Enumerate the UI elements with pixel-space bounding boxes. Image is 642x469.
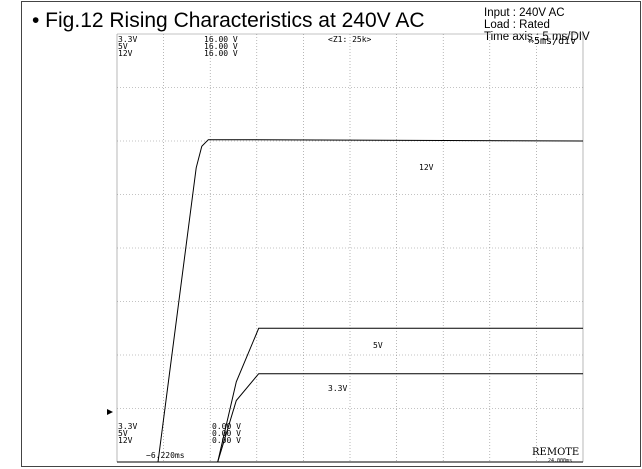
- chart-traces: [117, 139, 584, 463]
- remote-indicator: REMOTE: [532, 447, 579, 458]
- trace-label-5v: 5V: [373, 341, 383, 350]
- trace-12v-line: [117, 139, 584, 463]
- load-condition: Load : Rated: [484, 19, 550, 31]
- top-scale-3v3: 16.00 V: [204, 35, 238, 44]
- bottom-offset-5v: 0.00 V: [212, 429, 241, 438]
- bottom-channel-label-5v: 5V: [118, 429, 128, 438]
- bottom-channel-label-12v: 12V: [118, 436, 133, 445]
- top-scale-12v: 16.00 V: [204, 49, 238, 58]
- top-channel-label-5v: 5V: [118, 42, 128, 51]
- trace-label-12v: 12V: [419, 163, 434, 172]
- top-channel-label-3v3: 3.3V: [118, 35, 137, 44]
- timebase-readout: ⇔5ms/div: [528, 36, 576, 47]
- input-condition: Input : 240V AC: [484, 7, 565, 19]
- top-channel-label-12v: 12V: [118, 49, 133, 58]
- bottom-offset-12v: 0.00 V: [212, 436, 241, 445]
- bottom-channel-label-3v3: 3.3V: [118, 422, 137, 431]
- trace-5v-line: [117, 327, 583, 463]
- remote-subtext: 24.000ms: [548, 458, 572, 464]
- cursor-time-readout: −6.220ms: [146, 451, 185, 460]
- bottom-offset-3v3: 0.00 V: [212, 422, 241, 431]
- figure-title: • Fig.12 Rising Characteristics at 240V …: [32, 9, 425, 32]
- top-scale-5v: 16.00 V: [204, 42, 238, 51]
- trigger-marker: [107, 409, 113, 415]
- test-conditions: Input : 240V AC Load : Rated Time axis :…: [484, 7, 590, 43]
- trace-label-3v3: 3.3V: [328, 384, 347, 393]
- figure-frame: [21, 1, 641, 467]
- trace-33v-line: [117, 373, 583, 463]
- chart-grid: [116, 33, 584, 463]
- impedance-readout: <Z1: 25k>: [328, 35, 372, 44]
